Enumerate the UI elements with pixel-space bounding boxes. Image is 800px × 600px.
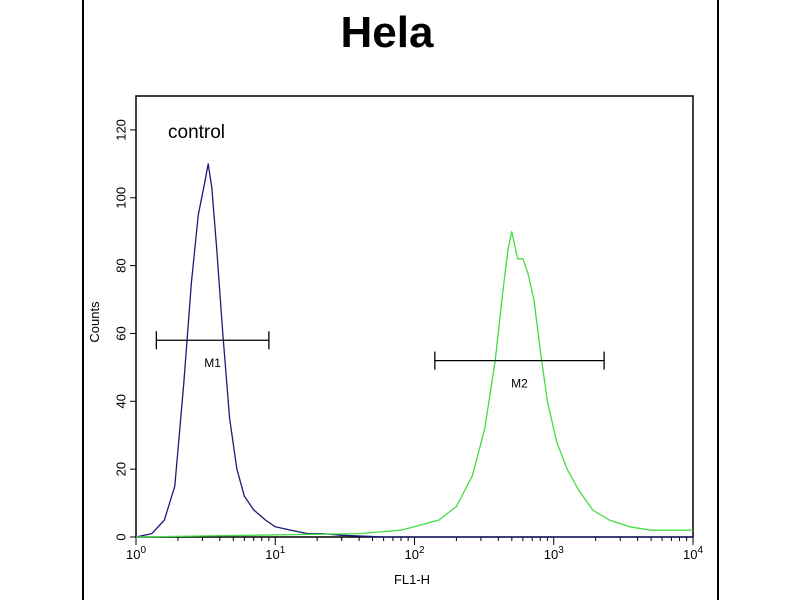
x-tick-label: 104	[683, 545, 703, 562]
marker-label: M2	[511, 377, 528, 391]
marker-label: M1	[204, 356, 221, 370]
x-axis-label: FL1-H	[394, 572, 430, 587]
x-tick-label: 103	[544, 545, 564, 562]
x-tick-label: 100	[126, 545, 146, 562]
y-tick-label: 80	[113, 258, 128, 272]
histogram-series-1	[135, 163, 693, 538]
chart-title: Hela	[340, 8, 434, 57]
y-tick-label: 100	[113, 187, 128, 209]
x-tick-label: 102	[404, 545, 424, 562]
x-tick-label: 101	[265, 545, 285, 562]
y-tick-label: 0	[113, 533, 128, 540]
y-tick-label: 120	[113, 119, 128, 141]
histogram-series-2	[135, 231, 693, 538]
y-tick-label: 60	[113, 326, 128, 340]
y-axis-label: Counts	[87, 301, 102, 343]
y-tick-label: 40	[113, 394, 128, 408]
frame-right-border	[717, 0, 719, 600]
plot-area-border	[135, 95, 694, 538]
control-annotation: control	[168, 122, 225, 143]
frame-left-border	[82, 0, 84, 600]
y-tick-label: 20	[113, 462, 128, 476]
